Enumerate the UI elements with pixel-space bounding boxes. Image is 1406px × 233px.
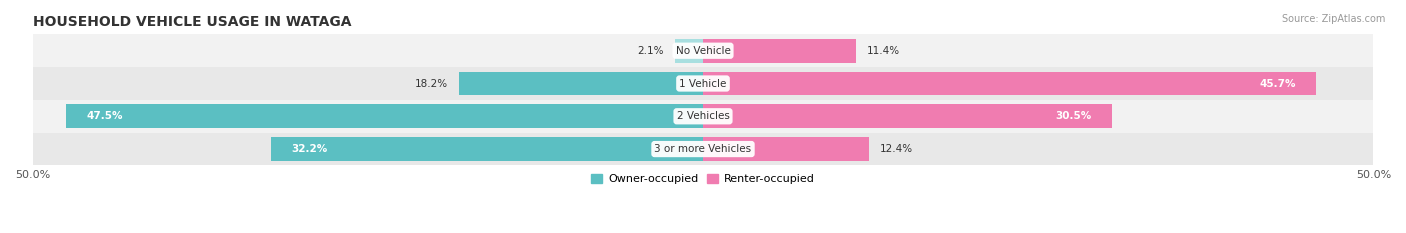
Bar [703, 72, 1316, 95]
Text: 18.2%: 18.2% [415, 79, 449, 89]
Bar [66, 104, 703, 128]
Text: 32.2%: 32.2% [291, 144, 328, 154]
Bar [703, 104, 1112, 128]
Text: No Vehicle: No Vehicle [675, 46, 731, 56]
Text: 45.7%: 45.7% [1260, 79, 1295, 89]
Bar [32, 34, 1374, 67]
Text: 12.4%: 12.4% [880, 144, 912, 154]
Text: 1 Vehicle: 1 Vehicle [679, 79, 727, 89]
Text: 2.1%: 2.1% [637, 46, 664, 56]
Text: 11.4%: 11.4% [866, 46, 900, 56]
Text: Source: ZipAtlas.com: Source: ZipAtlas.com [1281, 14, 1385, 24]
Text: 47.5%: 47.5% [86, 111, 122, 121]
Bar [32, 100, 1374, 133]
Text: 2 Vehicles: 2 Vehicles [676, 111, 730, 121]
Bar [703, 137, 869, 161]
Text: 3 or more Vehicles: 3 or more Vehicles [654, 144, 752, 154]
Bar [675, 39, 703, 62]
Legend: Owner-occupied, Renter-occupied: Owner-occupied, Renter-occupied [586, 169, 820, 189]
Text: HOUSEHOLD VEHICLE USAGE IN WATAGA: HOUSEHOLD VEHICLE USAGE IN WATAGA [32, 15, 352, 29]
Bar [32, 67, 1374, 100]
Text: 30.5%: 30.5% [1056, 111, 1092, 121]
Bar [703, 39, 856, 62]
Bar [32, 133, 1374, 165]
Bar [458, 72, 703, 95]
Bar [271, 137, 703, 161]
